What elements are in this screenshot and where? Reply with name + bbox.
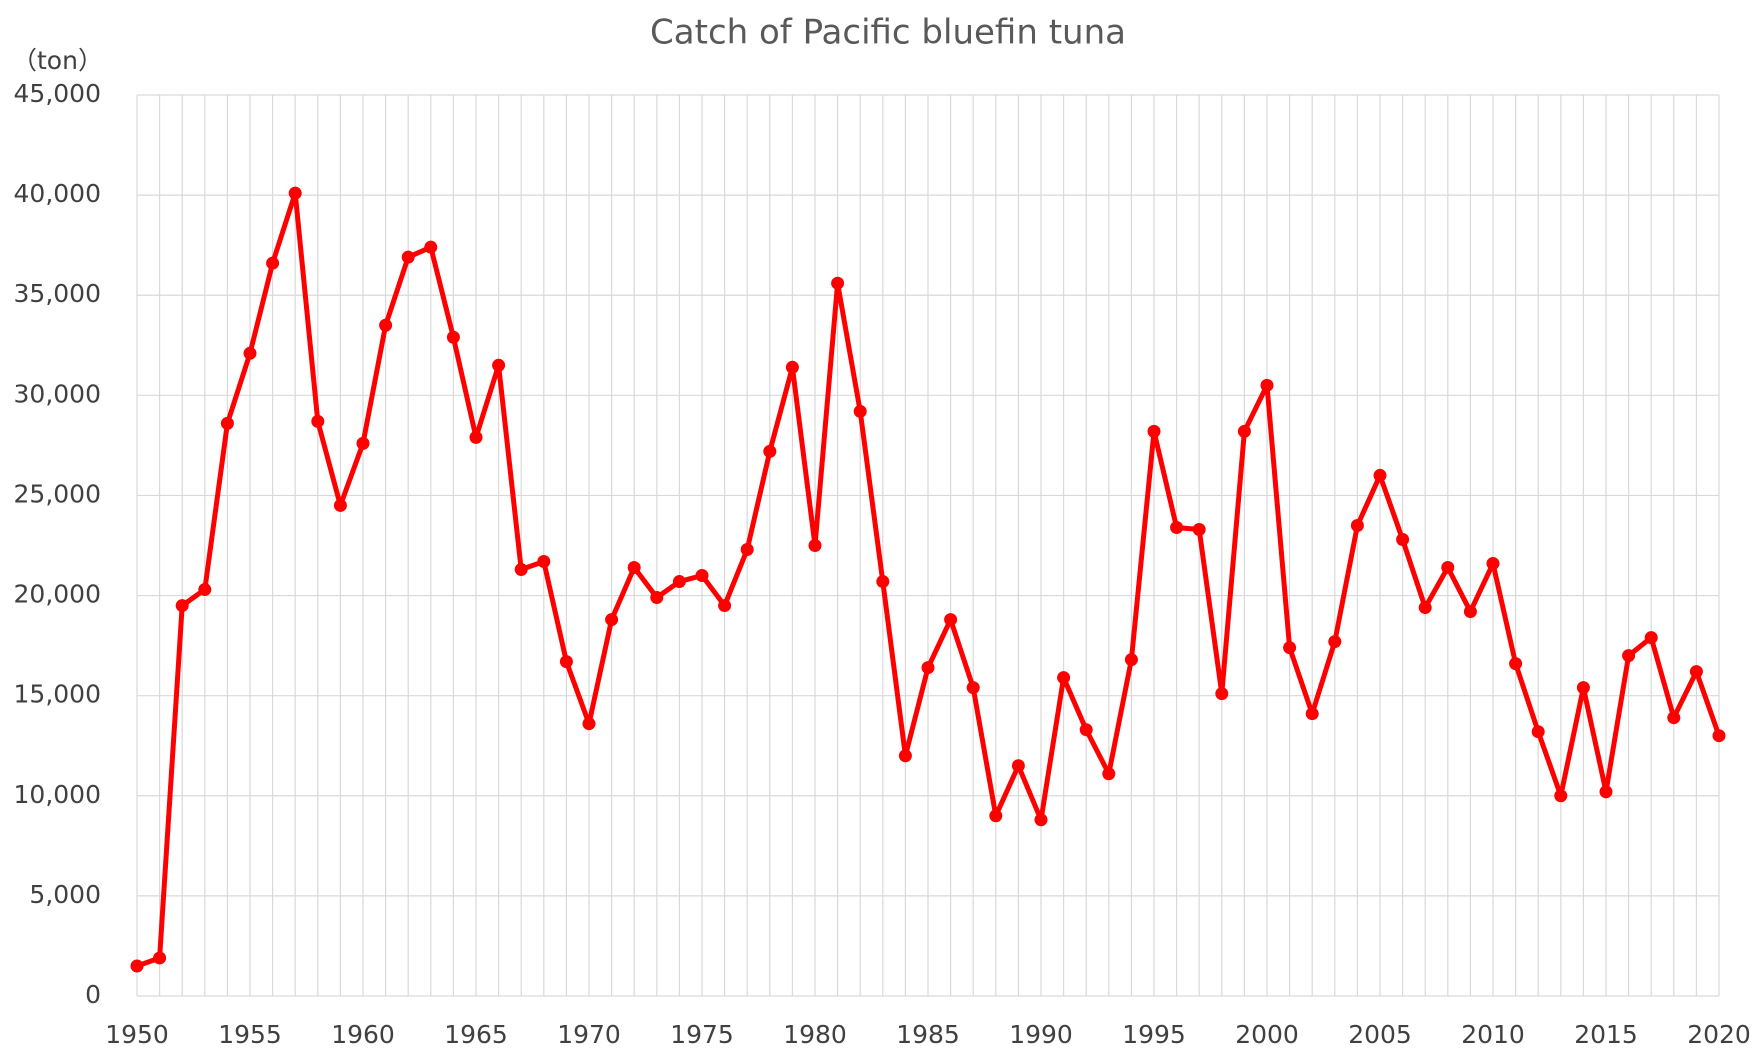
data-point (605, 613, 619, 627)
data-point (1576, 681, 1590, 695)
data-point (1237, 424, 1251, 438)
x-tick-label: 1950 (105, 1020, 169, 1049)
data-point (492, 358, 506, 372)
x-tick-label: 1995 (1122, 1020, 1186, 1049)
data-point (1622, 649, 1636, 663)
data-point (1305, 707, 1319, 721)
data-point (311, 414, 325, 428)
data-point (356, 436, 370, 450)
data-point (1689, 665, 1703, 679)
data-point (650, 591, 664, 605)
data-point (1011, 759, 1025, 773)
data-point (718, 599, 732, 613)
data-point (198, 583, 212, 597)
chart-title: Catch of Pacific bluefin tuna (650, 13, 1126, 53)
data-point (740, 543, 754, 557)
data-point (944, 613, 958, 627)
data-point (243, 346, 257, 360)
data-point (763, 444, 777, 458)
data-point (1463, 605, 1477, 619)
data-point (808, 539, 822, 552)
data-point (1712, 729, 1726, 743)
x-tick-label: 2020 (1687, 1020, 1751, 1049)
data-point (1373, 468, 1387, 482)
data-point (1509, 657, 1523, 671)
data-point (989, 809, 1003, 823)
data-point (1170, 520, 1184, 534)
x-tick-label: 1980 (783, 1020, 847, 1049)
data-point (1192, 522, 1206, 536)
data-point (514, 563, 528, 577)
y-tick-label: 35,000 (14, 279, 101, 308)
x-tick-label: 1985 (896, 1020, 960, 1049)
data-point (333, 498, 347, 512)
x-tick-label: 2015 (1574, 1020, 1638, 1049)
data-point (1260, 378, 1274, 392)
y-tick-label: 30,000 (14, 379, 101, 408)
data-point (1667, 711, 1681, 725)
data-point (446, 330, 460, 344)
data-point (1079, 723, 1093, 737)
data-point (424, 240, 438, 254)
data-point (1441, 561, 1455, 575)
x-tick-label: 1990 (1009, 1020, 1073, 1049)
data-point (672, 575, 686, 589)
x-tick-label: 1970 (557, 1020, 621, 1049)
data-point (1350, 518, 1364, 532)
data-point (582, 717, 596, 731)
data-point (898, 749, 912, 763)
data-point (537, 555, 551, 569)
y-tick-label: 20,000 (14, 580, 101, 609)
y-tick-label: 0 (85, 980, 101, 1009)
data-point (627, 561, 641, 575)
data-point (1644, 631, 1658, 645)
data-point (921, 661, 935, 675)
data-point (1486, 557, 1500, 571)
x-tick-label: 2010 (1461, 1020, 1525, 1049)
data-point (1531, 725, 1545, 739)
data-point (559, 655, 573, 669)
x-tick-label: 2005 (1348, 1020, 1412, 1049)
data-point (220, 416, 234, 430)
y-tick-label: 15,000 (14, 680, 101, 709)
data-point (401, 250, 415, 264)
data-point (1599, 785, 1613, 799)
data-point (1215, 687, 1229, 701)
data-point (966, 681, 980, 695)
data-point (1102, 767, 1116, 781)
data-point (1124, 653, 1138, 667)
y-tick-label: 40,000 (14, 179, 101, 208)
y-tick-label: 45,000 (14, 79, 101, 108)
x-tick-label: 1965 (444, 1020, 508, 1049)
data-point (175, 599, 189, 613)
data-point (1283, 641, 1297, 655)
data-point (853, 404, 867, 418)
data-point (469, 430, 483, 444)
y-tick-label: 10,000 (14, 780, 101, 809)
data-point (695, 569, 709, 583)
data-point (831, 276, 845, 290)
data-point (130, 959, 144, 973)
data-point (153, 951, 167, 965)
data-point (288, 186, 302, 200)
data-point (1328, 635, 1342, 649)
data-point (785, 360, 799, 374)
y-tick-label: 25,000 (14, 479, 101, 508)
x-tick-label: 1955 (218, 1020, 282, 1049)
data-point (379, 318, 393, 332)
data-point (266, 256, 280, 270)
data-point (1034, 813, 1048, 827)
data-point (876, 575, 890, 589)
x-tick-label: 1960 (331, 1020, 395, 1049)
data-point (1554, 789, 1568, 803)
data-point (1418, 601, 1432, 615)
x-tick-label: 1975 (670, 1020, 734, 1049)
data-point (1396, 532, 1410, 546)
data-point (1147, 424, 1161, 438)
y-axis-label: （ton） (12, 46, 103, 75)
data-point (1057, 671, 1071, 685)
x-tick-label: 2000 (1235, 1020, 1299, 1049)
y-tick-label: 5,000 (29, 880, 101, 909)
